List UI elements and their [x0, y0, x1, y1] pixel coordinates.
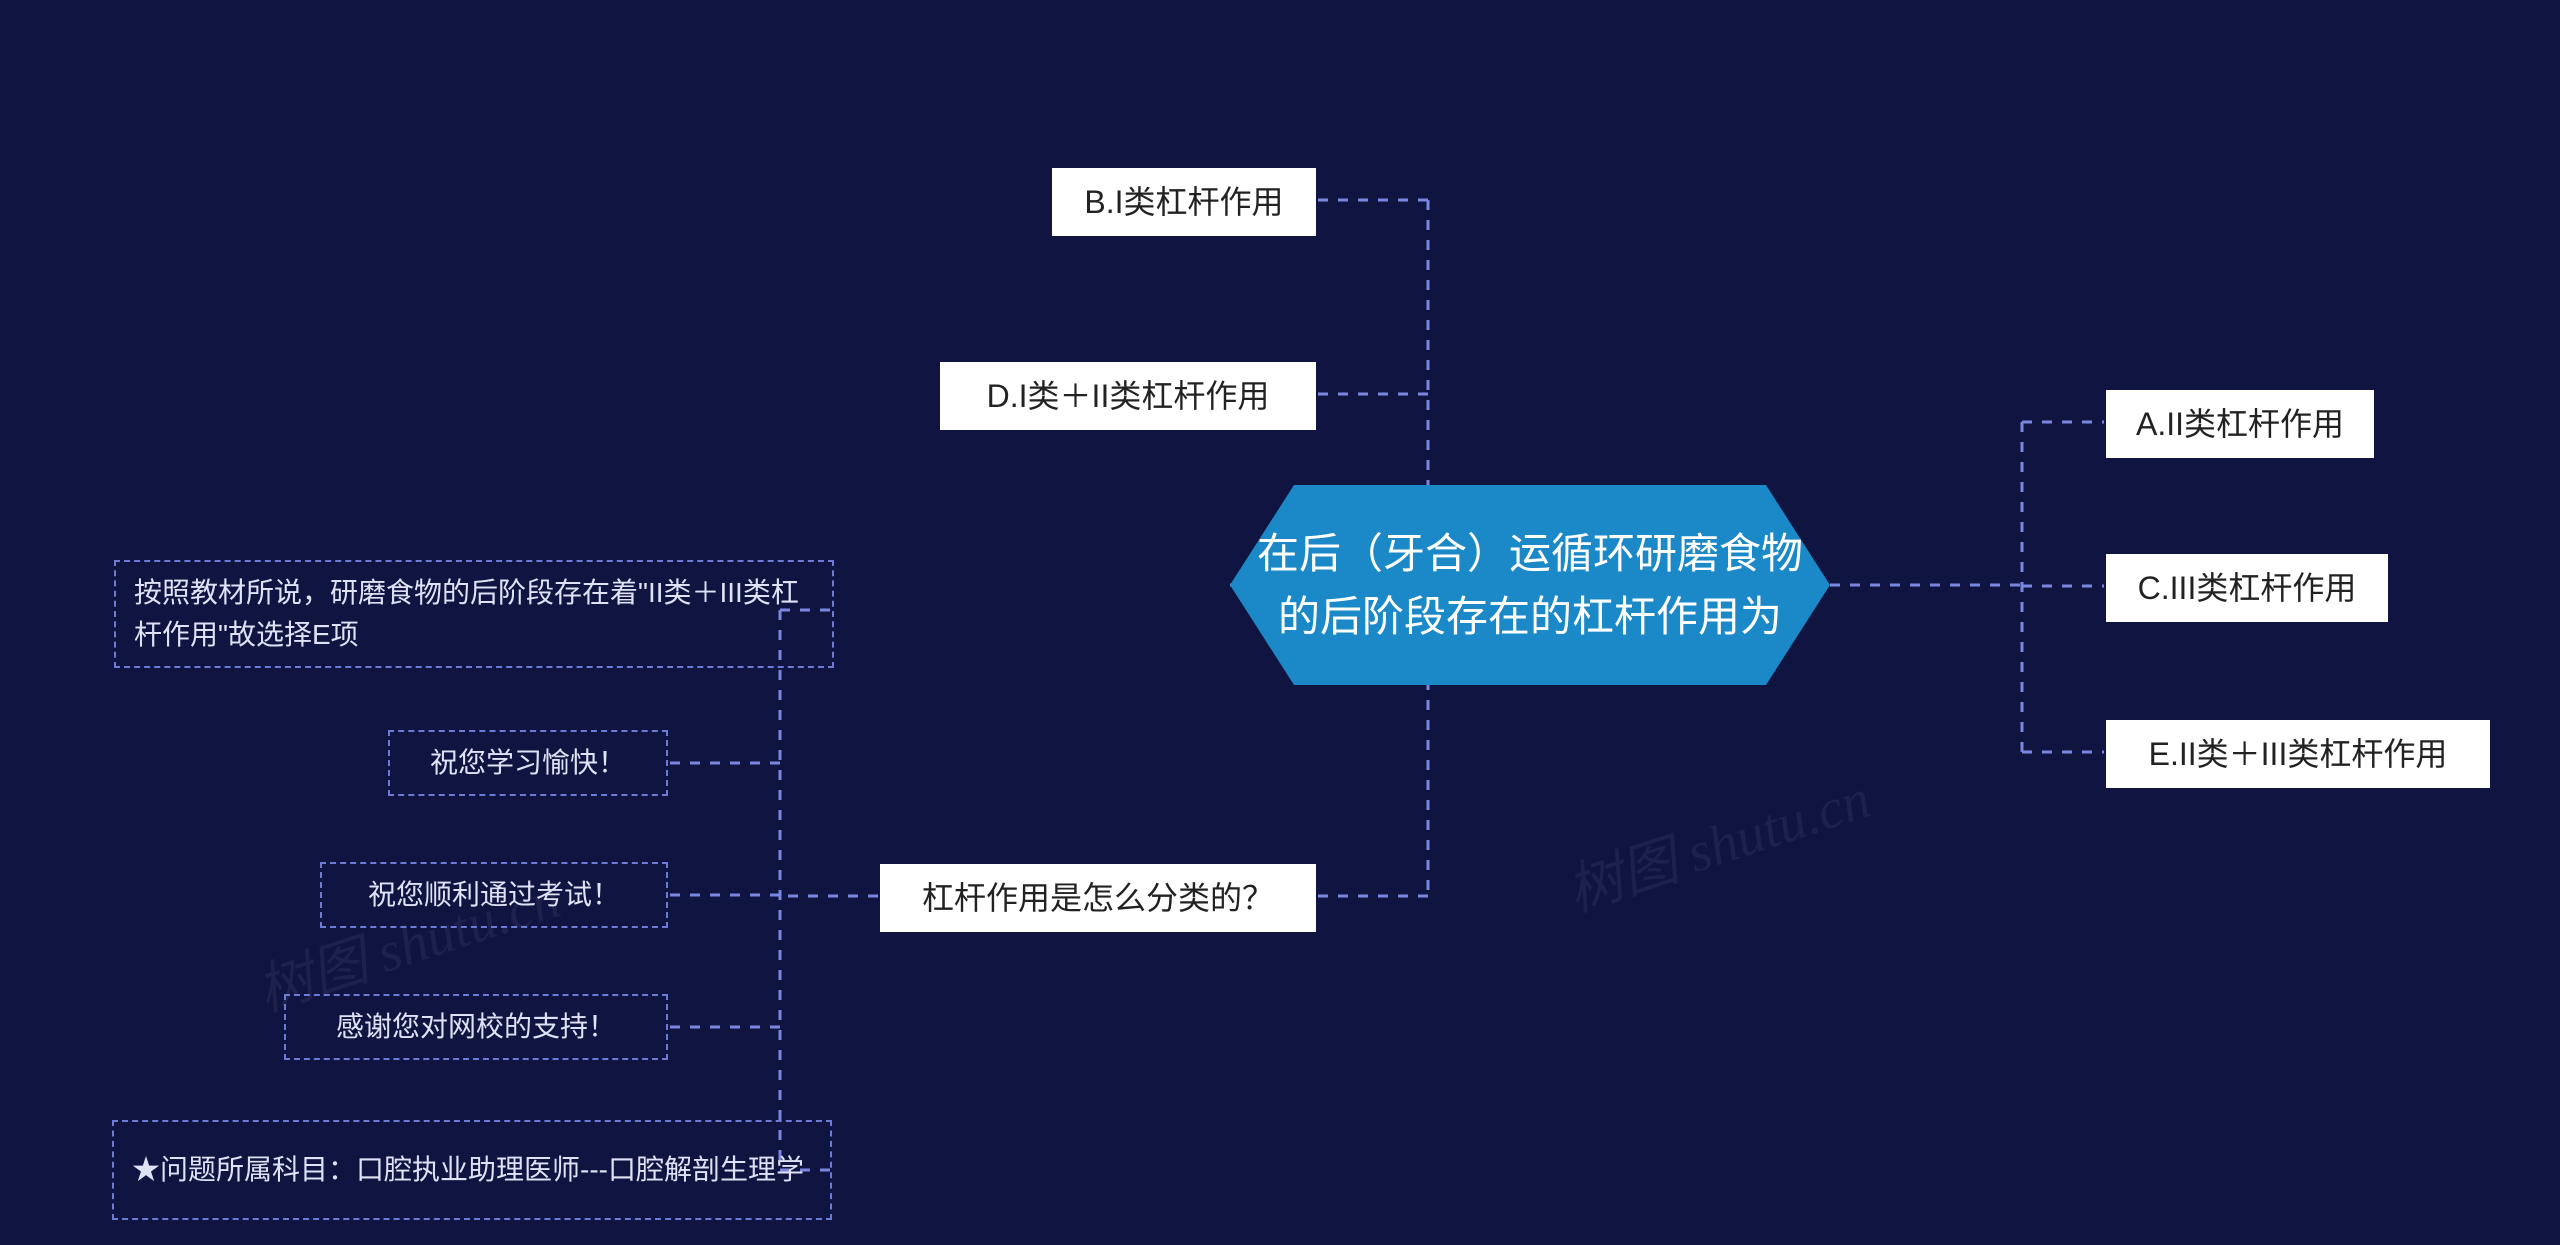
node-rA: A.II类杠杆作用 [2104, 388, 2376, 460]
node-d4: 感谢您对网校的支持！ [284, 994, 668, 1060]
central-node: 在后（牙合）运循环研磨食物的后阶段存在的杠杆作用为 [1230, 485, 1830, 685]
mindmap-canvas: 在后（牙合）运循环研磨食物的后阶段存在的杠杆作用为 树图 shutu.cn 树图… [0, 0, 2560, 1245]
watermark-2: 树图 shutu.cn [1555, 753, 1879, 927]
node-d5: ★问题所属科目：口腔执业助理医师---口腔解剖生理学 [112, 1120, 832, 1220]
node-d2: 祝您学习愉快！ [388, 730, 668, 796]
node-lQ: 杠杆作用是怎么分类的？ [878, 862, 1318, 934]
node-d1: 按照教材所说，研磨食物的后阶段存在着"II类＋III类杠杆作用"故选择E项 [114, 560, 834, 668]
node-rE: E.II类＋III类杠杆作用 [2104, 718, 2492, 790]
node-lD: D.I类＋II类杠杆作用 [938, 360, 1318, 432]
node-lB: B.I类杠杆作用 [1050, 166, 1318, 238]
node-d3: 祝您顺利通过考试！ [320, 862, 668, 928]
node-rC: C.III类杠杆作用 [2104, 552, 2390, 624]
